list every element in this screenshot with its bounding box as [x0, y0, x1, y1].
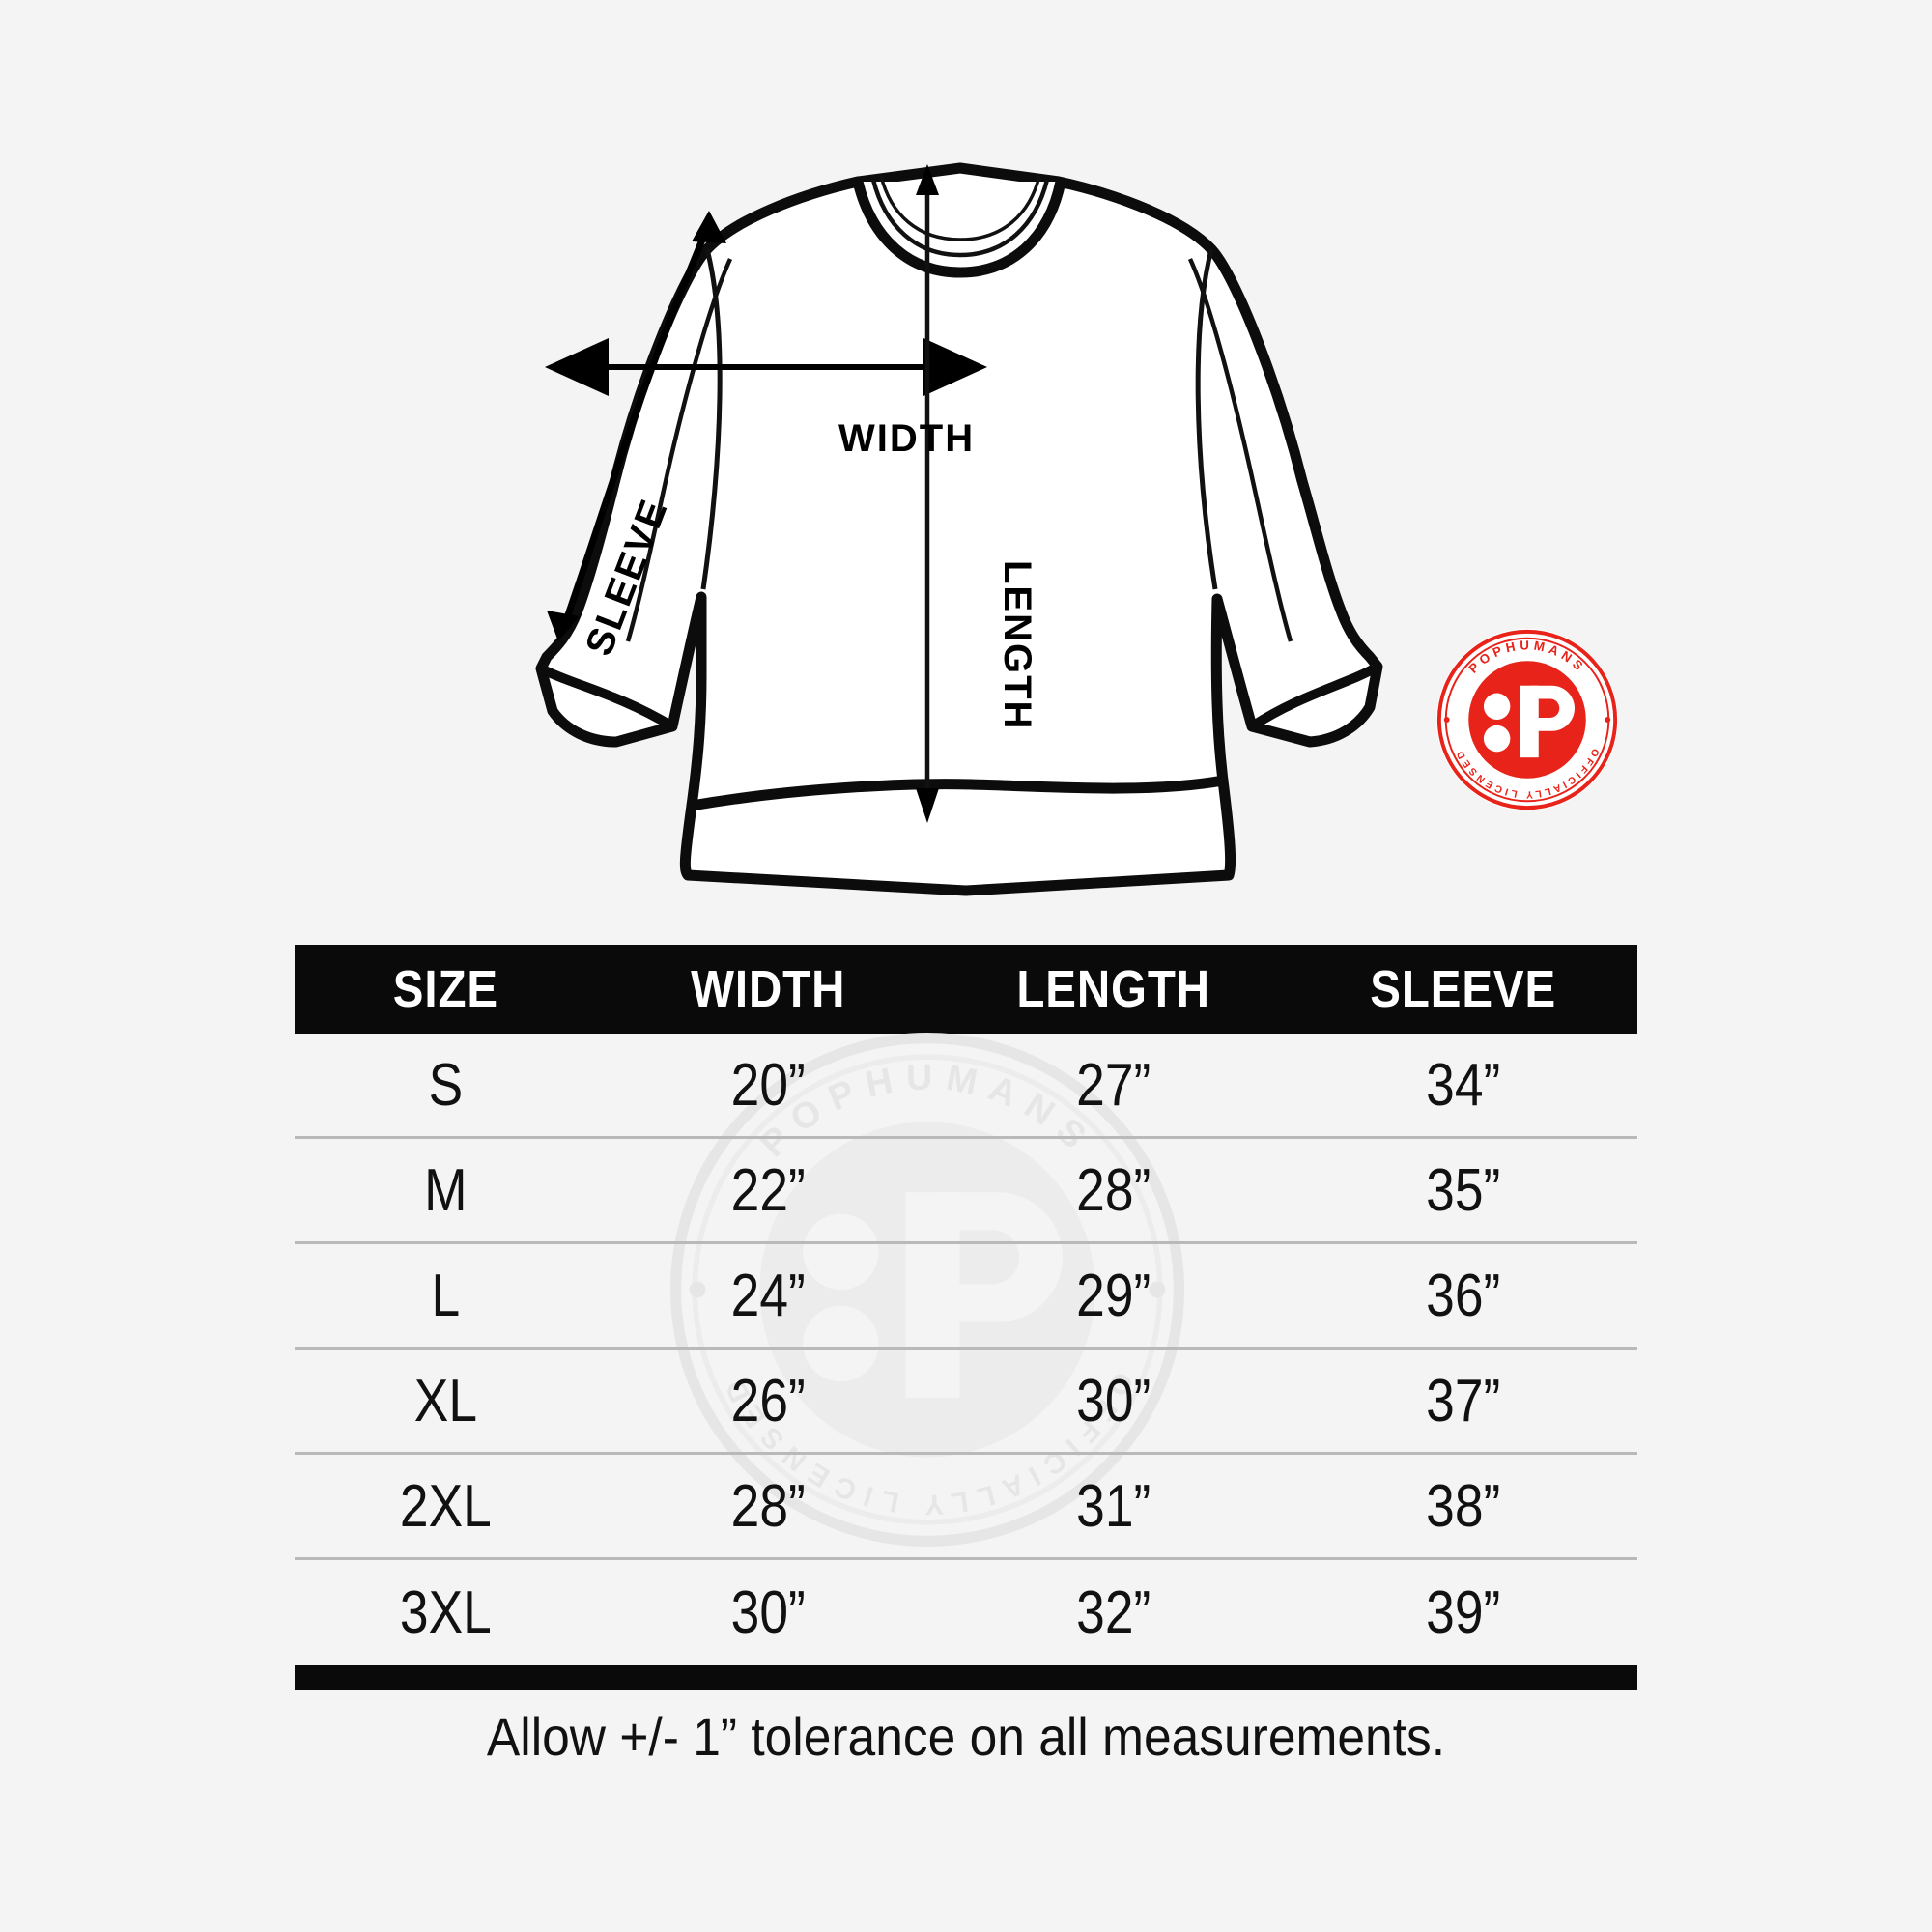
cell-length: 28”: [1076, 1156, 1151, 1224]
cell-length: 29”: [1076, 1262, 1151, 1329]
cell-size: L: [431, 1262, 461, 1329]
cell-size: XL: [413, 1367, 477, 1435]
cell-size: 2XL: [399, 1472, 492, 1540]
table-footer-bar: [295, 1665, 1637, 1690]
badge-dot-right: [1605, 717, 1611, 723]
table-header-length: LENGTH: [1016, 960, 1211, 1018]
table-header-size: SIZE: [392, 960, 498, 1018]
left-cuff: [536, 664, 677, 731]
garment-illustration-area: WIDTH LENGTH SLEEVE: [0, 0, 1932, 927]
cell-length: 31”: [1076, 1472, 1151, 1540]
right-sleeve-seam: [1187, 258, 1293, 642]
left-armhole: [700, 248, 723, 590]
cell-width: 20”: [730, 1051, 806, 1119]
cell-size: S: [428, 1051, 464, 1119]
size-chart-table: SIZE WIDTH LENGTH SLEEVE S 20” 27” 34” M…: [295, 945, 1637, 1690]
cell-width: 28”: [730, 1472, 806, 1540]
length-arrow-up: [916, 164, 939, 195]
table-header-sleeve: SLEEVE: [1369, 960, 1556, 1018]
length-label: LENGTH: [996, 560, 1038, 731]
table-row: XL 26” 30” 37”: [295, 1350, 1637, 1455]
cell-width: 30”: [730, 1579, 806, 1646]
cell-length: 27”: [1076, 1051, 1151, 1119]
cell-size: M: [424, 1156, 468, 1224]
logo-dot-upper: [1483, 693, 1511, 720]
table-row: L 24” 29” 36”: [295, 1244, 1637, 1350]
right-cuff: [1247, 662, 1382, 731]
cell-length: 30”: [1076, 1367, 1151, 1435]
table-body: S 20” 27” 34” M 22” 28” 35” L 24” 29” 36…: [295, 1034, 1637, 1665]
width-label: WIDTH: [838, 417, 976, 460]
cell-length: 32”: [1076, 1579, 1151, 1646]
crewneck-collar: [852, 175, 1066, 278]
right-armhole: [1195, 248, 1218, 590]
table-row: 2XL 28” 31” 38”: [295, 1455, 1637, 1560]
left-sleeve-seam: [625, 258, 733, 642]
badge-dot-left: [1443, 717, 1450, 723]
table-row: 3XL 30” 32” 39”: [295, 1560, 1637, 1665]
logo-dot-lower: [1483, 724, 1511, 753]
cell-sleeve: 36”: [1425, 1262, 1500, 1329]
cell-sleeve: 37”: [1425, 1367, 1500, 1435]
tolerance-note: Allow +/- 1” tolerance on all measuremen…: [486, 1706, 1446, 1767]
cell-sleeve: 35”: [1425, 1156, 1500, 1224]
cell-sleeve: 38”: [1425, 1472, 1500, 1540]
cell-width: 26”: [730, 1367, 806, 1435]
pophumans-logo-badge: POPHUMANS OFFICIALLY LICENSED: [1435, 628, 1619, 811]
logo-monogram-p: [1520, 685, 1575, 758]
waistband-seam: [686, 775, 1229, 811]
cell-width: 24”: [730, 1262, 806, 1329]
badge-outer-ring: [1436, 629, 1618, 810]
table-header-width: WIDTH: [690, 960, 846, 1018]
sleeve-measure-line: [560, 226, 711, 628]
table-row: S 20” 27” 34”: [295, 1034, 1637, 1139]
cell-sleeve: 34”: [1425, 1051, 1500, 1119]
sleeve-arrow-top: [692, 211, 726, 243]
table-row: M 22” 28” 35”: [295, 1139, 1637, 1244]
length-arrow-down: [916, 788, 939, 823]
sleeve-arrow-bottom: [547, 611, 580, 641]
cell-sleeve: 39”: [1425, 1579, 1500, 1646]
cell-width: 22”: [730, 1156, 806, 1224]
cell-size: 3XL: [399, 1579, 492, 1646]
table-header-row: SIZE WIDTH LENGTH SLEEVE: [295, 945, 1637, 1034]
sweatshirt-technical-drawing: [535, 162, 1383, 896]
